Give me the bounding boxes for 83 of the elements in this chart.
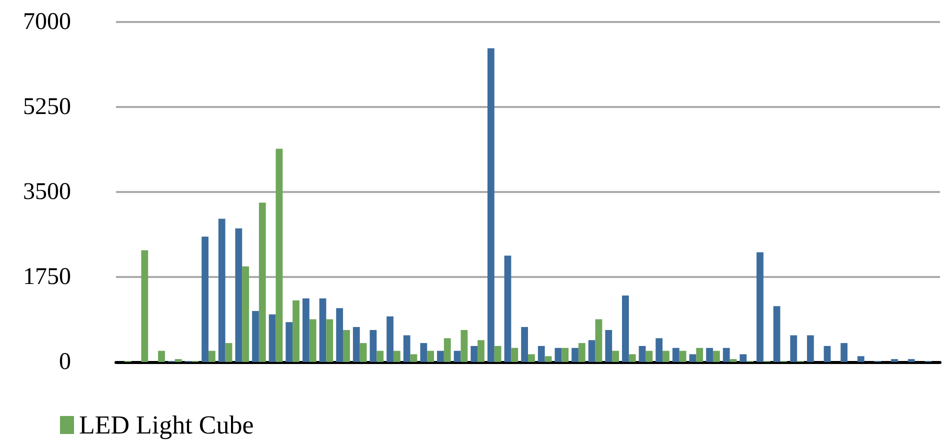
- y-tick-label: 0: [59, 349, 71, 375]
- bar: [286, 322, 293, 362]
- bar: [544, 356, 552, 362]
- bar: [756, 252, 764, 362]
- bar: [689, 354, 696, 362]
- bar: [478, 340, 484, 362]
- bar: [470, 346, 478, 362]
- bar: [722, 348, 730, 362]
- bar: [454, 350, 461, 362]
- bar: [235, 228, 242, 362]
- bar: [504, 256, 512, 362]
- bar: [528, 354, 535, 362]
- bar: [393, 350, 400, 362]
- bar: [268, 314, 276, 362]
- bar: [336, 308, 344, 362]
- bar: [326, 319, 334, 362]
- bar: [628, 354, 636, 362]
- y-tick-label: 5250: [23, 94, 71, 120]
- bar: [840, 343, 848, 362]
- bar: [225, 343, 232, 362]
- bar: [202, 236, 208, 362]
- bar: [218, 218, 226, 362]
- bar: [578, 343, 586, 362]
- bar: [612, 350, 619, 362]
- bar: [420, 343, 428, 362]
- bar: [622, 295, 629, 362]
- y-tick-label: 1750: [23, 264, 71, 290]
- bar: [572, 348, 578, 362]
- bar: [740, 354, 747, 362]
- bar: [662, 350, 670, 362]
- bar: [343, 330, 350, 362]
- bar: [242, 266, 250, 362]
- bar: [824, 346, 831, 362]
- bar: [252, 311, 259, 362]
- bar: [174, 359, 182, 362]
- bar: [730, 359, 737, 362]
- bar: [538, 346, 545, 362]
- bar: [706, 348, 713, 362]
- bar: [360, 343, 367, 362]
- bar: [141, 250, 148, 362]
- bar: [696, 348, 704, 362]
- bar: [595, 319, 602, 362]
- y-tick-label: 3500: [23, 179, 71, 205]
- bar: [511, 348, 518, 362]
- bar: [773, 306, 780, 362]
- bar: [806, 335, 814, 362]
- bar: [908, 359, 915, 362]
- bar: [292, 300, 300, 362]
- bar: [638, 346, 646, 362]
- y-tick-label: 7000: [23, 9, 71, 35]
- bar: [460, 330, 468, 362]
- bar: [790, 335, 798, 362]
- bar: [487, 48, 494, 362]
- bar: [494, 346, 502, 362]
- bar: [712, 350, 720, 362]
- bar: [376, 350, 384, 362]
- bar: [521, 327, 528, 362]
- bar: [386, 316, 394, 362]
- bar: [679, 350, 686, 362]
- bar: [158, 350, 165, 362]
- bar: [370, 330, 377, 362]
- bar: [444, 338, 451, 362]
- bar: [857, 356, 864, 362]
- bar: [605, 330, 612, 362]
- bar: [554, 348, 562, 362]
- bar: [352, 327, 360, 362]
- bar: [302, 298, 310, 362]
- bar: [403, 335, 410, 362]
- bar: [588, 340, 596, 362]
- bar: [562, 348, 569, 362]
- bar: [258, 202, 266, 362]
- bar: [646, 350, 653, 362]
- bar: [410, 354, 418, 362]
- bar: [208, 350, 216, 362]
- bar: [319, 298, 326, 362]
- bar: [437, 350, 444, 362]
- bar: [656, 338, 663, 362]
- bar: [276, 148, 283, 362]
- bar: [309, 319, 316, 362]
- bar: [891, 359, 898, 362]
- bar: [672, 348, 680, 362]
- legend-label: LED Light Cube: [79, 410, 254, 440]
- bar: [427, 350, 434, 362]
